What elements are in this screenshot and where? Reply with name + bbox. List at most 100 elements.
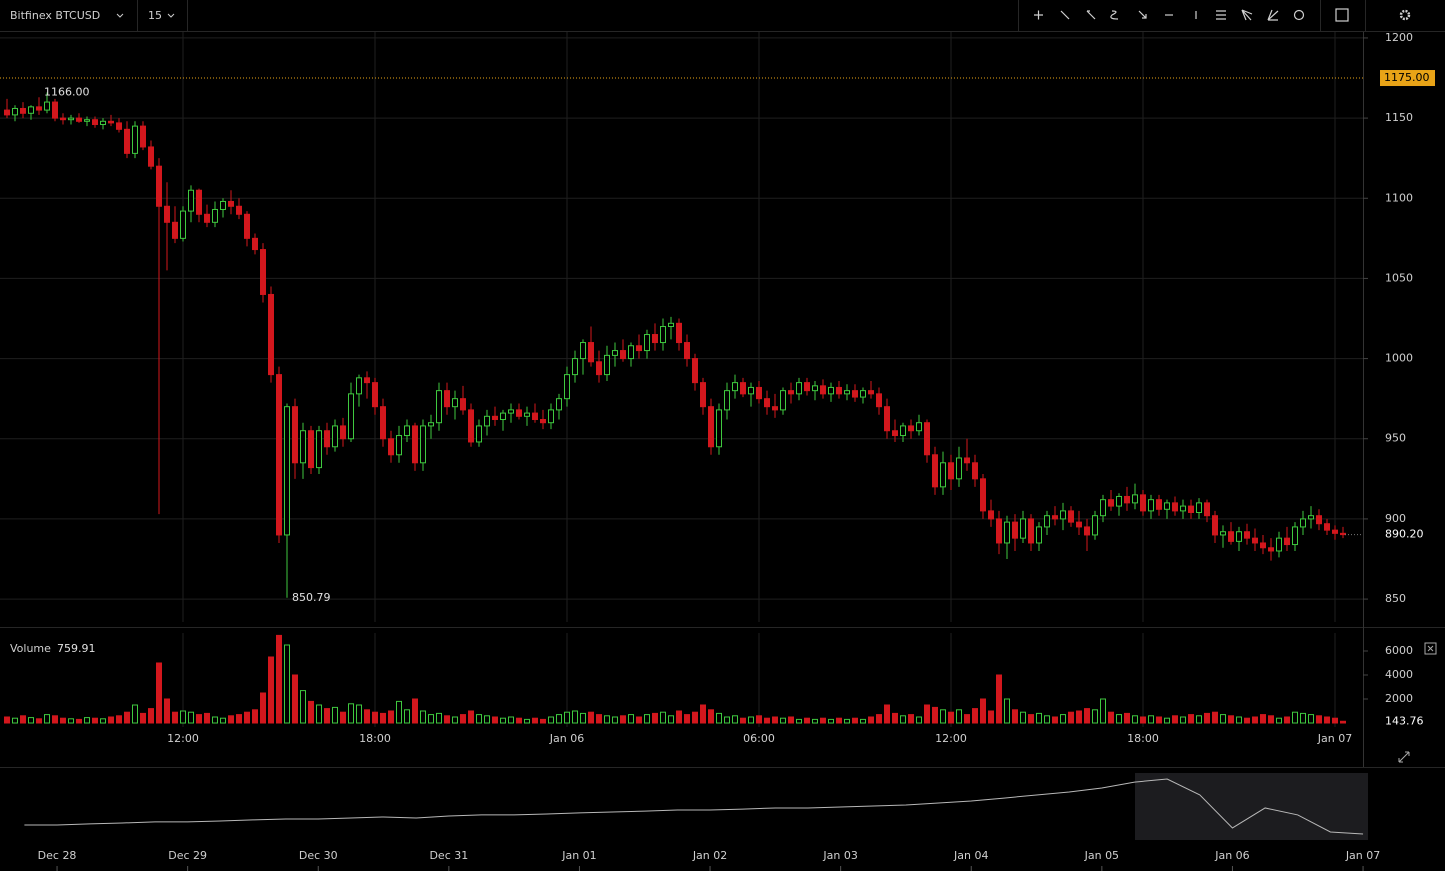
volume-bar [452, 716, 458, 724]
last-price-label: 890.20 [1385, 528, 1424, 541]
candle-body [364, 377, 370, 384]
volume-bar [756, 715, 762, 724]
candle-body [1036, 526, 1042, 544]
candle-body [1220, 531, 1226, 536]
crosshair-tool[interactable] [1034, 10, 1043, 20]
volume-bar [52, 715, 58, 724]
candle-body [1316, 515, 1322, 525]
trendline-tool[interactable] [1060, 10, 1070, 20]
volume-bar [628, 714, 634, 724]
chart-settings-button[interactable] [1335, 8, 1349, 22]
volume-bar [268, 656, 274, 724]
candle-body [732, 382, 738, 392]
volume-bar [460, 714, 466, 724]
candle-body [76, 117, 82, 122]
volume-bar [772, 716, 778, 724]
fan-tool[interactable] [1241, 9, 1253, 21]
arrow-tool[interactable] [1138, 10, 1147, 19]
volume-bar [932, 706, 938, 724]
y-tick-label: 1100 [1385, 191, 1413, 204]
y-tick-label: 1200 [1385, 31, 1413, 44]
volume-bar [940, 709, 946, 724]
volume-bar [260, 692, 266, 724]
volume-bar [1324, 716, 1330, 724]
volume-bar [1188, 714, 1194, 724]
candle-body [388, 438, 394, 456]
volume-bar [1236, 716, 1242, 724]
volume-bar [916, 716, 922, 724]
volume-bar [244, 711, 250, 724]
candle-body [140, 125, 146, 148]
navigator-window[interactable] [1135, 773, 1368, 840]
expand-button[interactable] [1398, 751, 1410, 763]
candle-body [460, 398, 466, 411]
symbol-select[interactable]: Bitfinex BTCUSD [10, 9, 100, 22]
settings-button[interactable] [1399, 9, 1411, 21]
ellipse-tool[interactable] [1293, 9, 1305, 21]
x-tick-label: 18:00 [1127, 732, 1159, 745]
candle-body [836, 386, 842, 395]
candle-body [652, 334, 658, 344]
candle-body [964, 457, 970, 464]
toolbar: Bitfinex BTCUSD 15 [0, 0, 1445, 32]
candle-body [324, 430, 330, 448]
volume-bar [1196, 715, 1202, 724]
curve-tool[interactable] [1110, 10, 1119, 20]
volume-bar [468, 710, 474, 724]
volume-bar [76, 718, 82, 724]
fib-tool[interactable] [1216, 10, 1226, 20]
candle-body [1148, 499, 1154, 512]
candle-body [700, 382, 706, 408]
candle-body [564, 374, 570, 400]
candle-body [852, 390, 858, 398]
volume-bar [1004, 698, 1010, 724]
candle-body [1172, 502, 1178, 512]
price-marker: 850.79 [292, 591, 331, 604]
candle-body [476, 425, 482, 443]
volume-bar [196, 714, 202, 724]
volume-bar [540, 718, 546, 724]
candle-body [556, 398, 562, 411]
volume-bar [340, 711, 346, 724]
x-tick-label: Jan 06 [1214, 849, 1249, 862]
volume-bar [316, 704, 322, 724]
volume-bar [228, 715, 234, 724]
volume-bar [436, 712, 442, 724]
volume-bar [684, 714, 690, 724]
x-tick-label: Jan 07 [1317, 732, 1352, 745]
volume-bar [1332, 717, 1338, 724]
close-volume-button[interactable] [1424, 642, 1437, 655]
volume-bar [1100, 698, 1106, 724]
volume-bar [828, 718, 834, 724]
candle-body [428, 422, 434, 427]
volume-bar [252, 709, 258, 724]
interval-select[interactable]: 15 [148, 9, 162, 22]
volume-bar [1220, 714, 1226, 724]
candle-body [1076, 521, 1082, 528]
volume-bar [1124, 712, 1130, 724]
volume-bar [1020, 711, 1026, 724]
candle-body [108, 120, 114, 124]
candle-body [636, 345, 642, 352]
volume-bar [220, 717, 226, 724]
volume-bar [620, 715, 626, 724]
candle-body [100, 120, 106, 126]
volume-bar [188, 711, 194, 724]
candle-body [60, 117, 66, 121]
candle-body [1004, 521, 1010, 544]
candle-body [1212, 515, 1218, 536]
volume-bar [1036, 712, 1042, 724]
volume-bar [860, 718, 866, 724]
candle-body [1092, 515, 1098, 536]
candle-body [316, 430, 322, 469]
candle-body [1084, 526, 1090, 536]
gann-tool[interactable] [1267, 9, 1279, 21]
symbol-caret[interactable] [116, 13, 124, 18]
ray-tool[interactable] [1086, 10, 1096, 20]
volume-bar [60, 717, 66, 724]
candle-body [268, 293, 274, 376]
interval-caret[interactable] [167, 13, 175, 18]
price-line-label: 1175.00 [1384, 71, 1430, 84]
candle-body [340, 425, 346, 440]
